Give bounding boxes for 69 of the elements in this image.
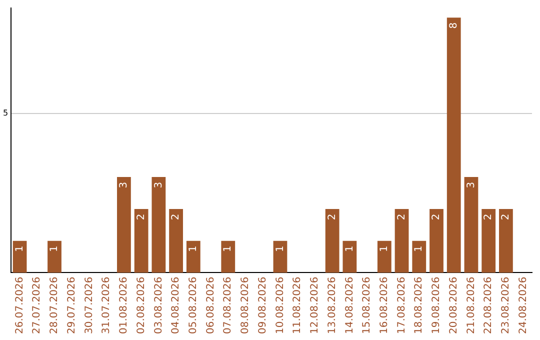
x-tick-label: 11.08.2026 <box>292 276 304 334</box>
data-label: 8 <box>448 22 460 29</box>
x-tick-label: 20.08.2026 <box>448 276 460 334</box>
x-tick-label: 04.08.2026 <box>170 276 182 334</box>
bar <box>12 240 27 273</box>
bar <box>464 177 478 273</box>
x-tick-label: 05.08.2026 <box>188 276 199 334</box>
y-tick-label: 5 <box>2 108 8 118</box>
x-tick-label: 26.07.2026 <box>14 276 26 334</box>
data-label: 3 <box>118 182 130 188</box>
x-tick-label: 18.08.2026 <box>414 276 425 334</box>
bar <box>48 240 62 273</box>
data-label: 1 <box>49 246 60 252</box>
bar <box>169 208 183 273</box>
x-tick-label: 27.07.2026 <box>32 276 43 334</box>
data-label: 1 <box>274 246 286 252</box>
x-tick-label: 08.08.2026 <box>240 276 252 334</box>
data-label: 1 <box>414 246 425 252</box>
x-tick-label: 10.08.2026 <box>274 276 286 334</box>
x-tick-label: 28.07.2026 <box>49 276 60 334</box>
data-label: 2 <box>431 214 442 220</box>
x-tick-label: 14.08.2026 <box>344 276 356 334</box>
bar <box>134 208 148 273</box>
bar <box>342 240 357 273</box>
x-tick-label: 29.07.2026 <box>66 276 78 334</box>
x-tick-label: 22.08.2026 <box>483 276 494 334</box>
data-label: 2 <box>136 214 147 220</box>
x-tick-label: 15.08.2026 <box>362 276 373 334</box>
x-tick-label: 17.08.2026 <box>396 276 408 334</box>
x-tick-label: 03.08.2026 <box>153 276 164 334</box>
data-label: 2 <box>326 214 338 220</box>
bar <box>446 18 461 273</box>
x-tick-label: 31.07.2026 <box>101 276 112 334</box>
data-label: 1 <box>222 246 234 252</box>
x-tick-label: 16.08.2026 <box>379 276 390 334</box>
x-tick-label: 21.08.2026 <box>466 276 477 334</box>
data-label: 1 <box>379 246 390 252</box>
x-tick-label: 09.08.2026 <box>257 276 268 334</box>
bar <box>221 240 236 273</box>
x-tick-label: 01.08.2026 <box>118 276 130 334</box>
x-tick-label: 12.08.2026 <box>310 276 321 334</box>
data-label: 3 <box>153 182 164 188</box>
bar <box>186 240 200 273</box>
bar <box>117 177 131 273</box>
data-label: 1 <box>344 246 356 252</box>
x-tick-label: 24.08.2026 <box>518 276 529 334</box>
x-tick-label: 23.08.2026 <box>500 276 512 334</box>
data-label: 3 <box>466 182 477 188</box>
bar <box>412 240 426 273</box>
x-tick-label: 07.08.2026 <box>222 276 234 334</box>
bar <box>430 208 444 273</box>
x-tick-label: 02.08.2026 <box>136 276 147 334</box>
data-label: 1 <box>14 246 26 252</box>
data-label: 2 <box>170 214 182 220</box>
data-label: 2 <box>500 214 512 220</box>
bar <box>152 177 166 273</box>
bar <box>394 208 409 273</box>
x-tick-label: 19.08.2026 <box>431 276 442 334</box>
bar <box>482 208 496 273</box>
bar <box>273 240 288 273</box>
data-label: 2 <box>483 214 494 220</box>
bar <box>325 208 340 273</box>
bar <box>377 240 392 273</box>
x-tick-label: 13.08.2026 <box>326 276 338 334</box>
x-tick-label: 06.08.2026 <box>205 276 216 334</box>
bar <box>499 208 513 273</box>
data-label: 1 <box>188 246 199 252</box>
data-label: 2 <box>396 214 408 220</box>
x-tick-label: 30.07.2026 <box>84 276 95 334</box>
